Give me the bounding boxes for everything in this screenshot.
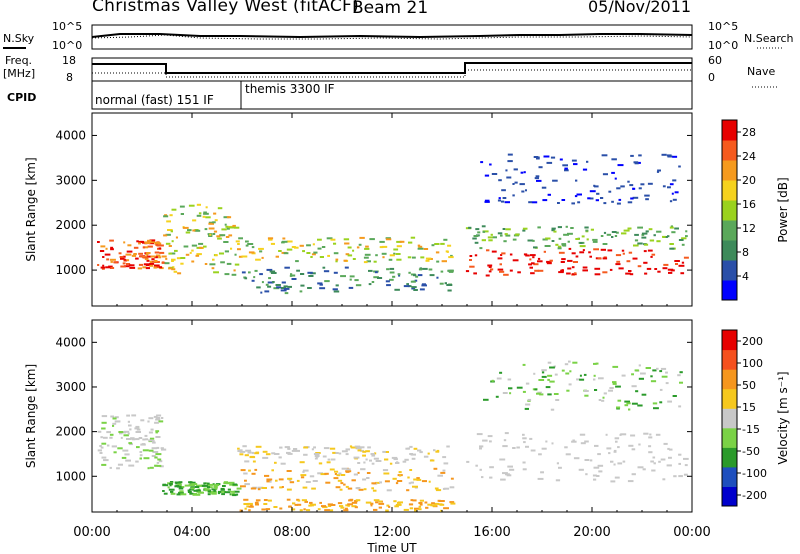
colorbar-swatch [722, 369, 737, 390]
colorbar-swatch [722, 120, 737, 141]
x-tick-label: 00:00 [673, 525, 710, 540]
colorbar-swatch [722, 240, 737, 261]
colorbar-swatch [722, 260, 737, 281]
x-tick-label: 00:00 [73, 525, 110, 540]
power-colorbar: 4 8 12 16 20 24 28 Power [dB] [721, 119, 790, 301]
colorbar-swatch [722, 280, 737, 301]
plot-frame [91, 319, 693, 513]
colorbar-tick-label: 12 [742, 222, 756, 235]
cpid-segment-1: normal (fast) 151 IF [95, 93, 214, 107]
y-tick-label: 3000 [55, 380, 86, 394]
velocity-panel: 00:00 04:00 08:00 12:00 16:00 20:00 00:00 1000 2… [24, 319, 711, 554]
nsearch-label: N.Search [744, 32, 794, 45]
velocity-colorbar: 200 100 50 15 -15 -50 -100 -200 Velocity [m s⁻¹] [721, 329, 790, 507]
nsearch-trace [91, 34, 693, 40]
colorbar-tick-label: 15 [742, 401, 756, 414]
colorbar-swatch [722, 140, 737, 161]
x-tick-label: 20:00 [573, 525, 610, 540]
nave-tick-bottom: 0 [708, 71, 715, 84]
y-tick-label: 2000 [55, 425, 86, 439]
colorbar-swatch [722, 200, 737, 221]
colorbar-tick-label: -200 [742, 489, 767, 502]
colorbar-swatch [722, 486, 737, 507]
colorbar-tick-label: -100 [742, 467, 767, 480]
colorbar-label: Velocity [m s⁻¹] [776, 371, 790, 464]
y-tick-label: 4000 [55, 128, 86, 142]
nave-label: Nave [747, 65, 775, 78]
colorbar-swatch [722, 330, 737, 351]
colorbar-tick-label: 4 [742, 270, 749, 283]
y-axis-label: Slant Range [km] [24, 364, 38, 468]
y-axis-label: Slant Range [km] [24, 157, 38, 261]
x-tick-label: 16:00 [473, 525, 510, 540]
noise-tick-right-top: 10^5 [708, 20, 738, 33]
colorbar-tick-label: 20 [742, 174, 756, 187]
colorbar-tick-label: 8 [742, 246, 749, 259]
freq-tick-top: 18 [62, 54, 76, 67]
noise-tick-left-top: 10^5 [52, 20, 82, 33]
colorbar-swatch [722, 220, 737, 241]
nsky-trace [91, 33, 693, 39]
colorbar-swatch [722, 388, 737, 409]
beam-label: Beam 21 [352, 0, 429, 18]
colorbar-swatch [722, 447, 737, 468]
colorbar-tick-label: 50 [742, 379, 756, 392]
y-tick-label: 1000 [55, 469, 86, 483]
colorbar-tick-label: -15 [742, 423, 760, 436]
colorbar-tick-label: 100 [742, 357, 763, 370]
noise-tick-left-bottom: 10^0 [52, 39, 82, 52]
nsky-label: N.Sky [3, 32, 35, 45]
colorbar-tick-label: 200 [742, 335, 763, 348]
freq-label: Freq. [5, 54, 32, 67]
freq-panel: Freq. [MHz] 18 8 60 0 Nave [3, 54, 778, 88]
colorbar-swatch [722, 466, 737, 487]
y-tick-label: 1000 [55, 263, 86, 277]
colorbar-swatch [722, 427, 737, 448]
colorbar-label: Power [dB] [776, 177, 790, 242]
noise-tick-right-bottom: 10^0 [708, 39, 738, 52]
colorbar-swatch [722, 180, 737, 201]
cpid-segment-2: themis 3300 IF [245, 82, 335, 96]
freq-trace [92, 62, 692, 74]
cpid-label: CPID [7, 91, 36, 104]
colorbar-swatch [722, 349, 737, 370]
power-panel: 1000 2000 3000 4000 Slant Range [km] [24, 112, 693, 307]
x-tick-label: 08:00 [273, 525, 310, 540]
colorbar-swatch [722, 160, 737, 181]
y-tick-label: 2000 [55, 218, 86, 232]
colorbar-tick-label: -50 [742, 445, 760, 458]
y-tick-label: 3000 [55, 173, 86, 187]
plot-frame [91, 112, 693, 307]
colorbar-frame [721, 329, 738, 507]
x-tick-label: 12:00 [373, 525, 410, 540]
nave-tick-top: 60 [708, 54, 722, 67]
y-tick-label: 4000 [55, 335, 86, 349]
colorbar-tick-label: 16 [742, 198, 756, 211]
colorbar-frame [721, 119, 738, 301]
colorbar-tick-label: 28 [742, 126, 756, 139]
cpid-panel: CPID normal (fast) 151 IF themis 3300 IF [7, 80, 693, 110]
noise-panel: N.Sky N.Search 10^5 10^0 10^5 10^0 [3, 20, 794, 52]
colorbar-swatch [722, 408, 737, 429]
plot-title: Christmas Valley West (fitACF) [92, 0, 360, 16]
mhz-label: [MHz] [3, 67, 35, 80]
echo-texture [97, 360, 689, 512]
date-label: 05/Nov/2011 [588, 0, 692, 16]
colorbar-tick-label: 24 [742, 150, 756, 163]
x-axis-label: Time UT [366, 541, 417, 554]
echo-texture [97, 153, 689, 295]
freq-tick-bottom: 8 [66, 71, 73, 84]
x-tick-label: 04:00 [173, 525, 210, 540]
